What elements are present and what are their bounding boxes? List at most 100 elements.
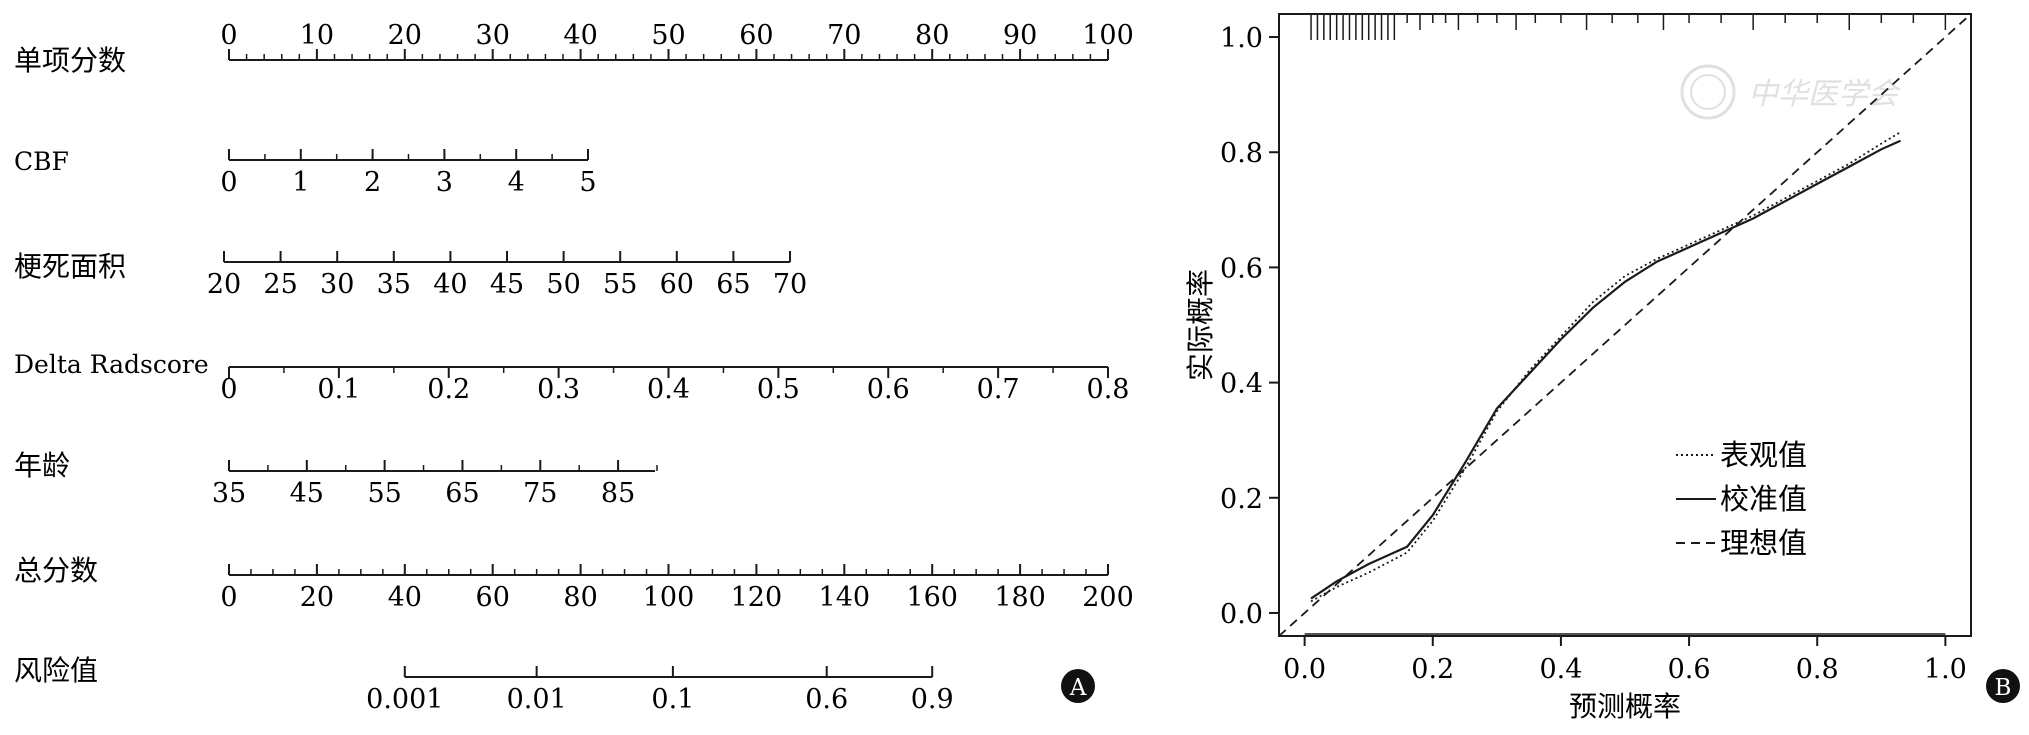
panel-label-a: A [1061, 669, 1095, 703]
y-tick-label: 0.2 [1220, 484, 1263, 515]
tick-label: 40 [563, 20, 597, 51]
tick-label: 0.6 [867, 374, 910, 405]
tick-label: 100 [643, 582, 695, 613]
legend-entry: 校准值 [1676, 482, 1807, 516]
tick-label: 0.5 [757, 374, 800, 405]
x-tick-label: 0.0 [1283, 654, 1326, 685]
x-tick-label: 0.8 [1796, 654, 1839, 685]
plot-frame [1278, 13, 1972, 637]
row-label: 风险值 [14, 654, 98, 687]
nomogram-row: 梗死面积 20 25 30 35 40 45 50 55 60 65 70 [14, 250, 807, 300]
tick-label: 0 [220, 20, 237, 51]
y-tick-label: 0.4 [1220, 369, 1263, 400]
tick-label: 90 [1003, 20, 1037, 51]
y-tick-label: 0.6 [1220, 253, 1263, 284]
x-tick-label: 0.2 [1411, 654, 1454, 685]
tick-label: 75 [523, 478, 557, 509]
row-label: Delta Radscore [14, 350, 209, 379]
nomogram-row: 年龄 35 45 55 65 75 85 [14, 449, 658, 509]
tick-label: 3 [436, 167, 453, 198]
tick-label: 55 [367, 478, 401, 509]
tick-label: 40 [388, 582, 422, 613]
tick-label: 0 [220, 167, 237, 198]
tick-label: 60 [660, 269, 694, 300]
tick-label: 0.3 [537, 374, 580, 405]
row-label: 梗死面积 [14, 250, 126, 283]
legend-entry: 理想值 [1676, 526, 1807, 560]
tick-label: 25 [263, 269, 297, 300]
tick-label: 2 [364, 167, 381, 198]
tick-label: 35 [377, 269, 411, 300]
tick-label: 30 [320, 269, 354, 300]
tick-label: 0.01 [507, 684, 567, 715]
row-label: CBF [14, 147, 69, 176]
tick-label: 70 [773, 269, 807, 300]
tick-label: 100 [1082, 20, 1134, 51]
tick-label: 40 [433, 269, 467, 300]
tick-label: 55 [603, 269, 637, 300]
tick-label: 0.4 [647, 374, 690, 405]
watermark-logo: 中华医学会 [1680, 64, 1901, 120]
tick-label: 0.7 [977, 374, 1020, 405]
tick-label: 35 [212, 478, 246, 509]
tick-label: 85 [601, 478, 635, 509]
tick-label: 70 [827, 20, 861, 51]
panel-label-b: B [1986, 669, 2020, 703]
tick-label: 65 [716, 269, 750, 300]
y-axis-label: 实际概率 [1184, 269, 1217, 381]
tick-label: 0.1 [317, 374, 360, 405]
tick-label: 200 [1082, 582, 1134, 613]
tick-label: 45 [490, 269, 524, 300]
tick-label: 60 [476, 582, 510, 613]
legend-label: 表观值 [1720, 438, 1807, 472]
tick-label: 50 [546, 269, 580, 300]
tick-label: 45 [290, 478, 324, 509]
y-tick-label: 0.8 [1220, 138, 1263, 169]
tick-label: 80 [563, 582, 597, 613]
y-tick-label: 1.0 [1220, 23, 1263, 54]
series-line-solid [1310, 139, 1901, 600]
tick-label: 0.1 [651, 684, 694, 715]
tick-label: 4 [508, 167, 525, 198]
nomogram-row: CBF 0 1 2 3 4 5 [14, 147, 597, 198]
y-tick-label: 0.0 [1220, 599, 1263, 630]
tick-label: 20 [207, 269, 241, 300]
tick-label: 30 [476, 20, 510, 51]
tick-label: 0.9 [911, 684, 954, 715]
legend-label: 理想值 [1720, 526, 1807, 560]
row-label: 单项分数 [14, 44, 126, 77]
tick-label: 60 [739, 20, 773, 51]
tick-label: 0.8 [1087, 374, 1130, 405]
tick-label: 80 [915, 20, 949, 51]
nomogram-row: 单项分数 0 10 20 30 40 50 60 70 80 90 100 [14, 20, 1134, 77]
nomogram-row: Delta Radscore 0 0.1 0.2 0.3 0.4 0.5 0.6 0.7 0.8 [14, 350, 1129, 405]
nomogram-row: 风险值 0.001 0.01 0.1 0.6 0.9 [14, 654, 954, 715]
tick-label: 20 [300, 582, 334, 613]
x-tick-label: 1.0 [1924, 654, 1967, 685]
legend-label: 校准值 [1720, 482, 1807, 516]
tick-label: 0.6 [805, 684, 848, 715]
tick-label: 65 [445, 478, 479, 509]
tick-label: 140 [819, 582, 871, 613]
tick-label: 0 [220, 582, 237, 613]
calibration-panel: 中华医学会 0.0 0.2 0.4 0.6 0.8 1.0 0.0 0.2 0.4 0.6 0.8 1… [1184, 13, 2020, 723]
series-line-dashed [1278, 13, 1972, 637]
tick-label: 5 [579, 167, 596, 198]
tick-label: 20 [388, 20, 422, 51]
row-label: 年龄 [14, 449, 70, 482]
tick-label: 1 [292, 167, 309, 198]
tick-label: 120 [731, 582, 783, 613]
nomogram-row: 总分数 0 20 40 60 80 100 120 140 160 180 200 [14, 554, 1134, 613]
series-line-dotted [1310, 131, 1901, 603]
tick-label: 0.001 [366, 684, 443, 715]
tick-label: 10 [300, 20, 334, 51]
watermark-text: 中华医学会 [1748, 77, 1901, 112]
panel-label-a-text: A [1069, 675, 1087, 701]
tick-label: 0 [220, 374, 237, 405]
tick-label: 160 [906, 582, 958, 613]
tick-label: 50 [651, 20, 685, 51]
row-label: 总分数 [14, 554, 98, 587]
